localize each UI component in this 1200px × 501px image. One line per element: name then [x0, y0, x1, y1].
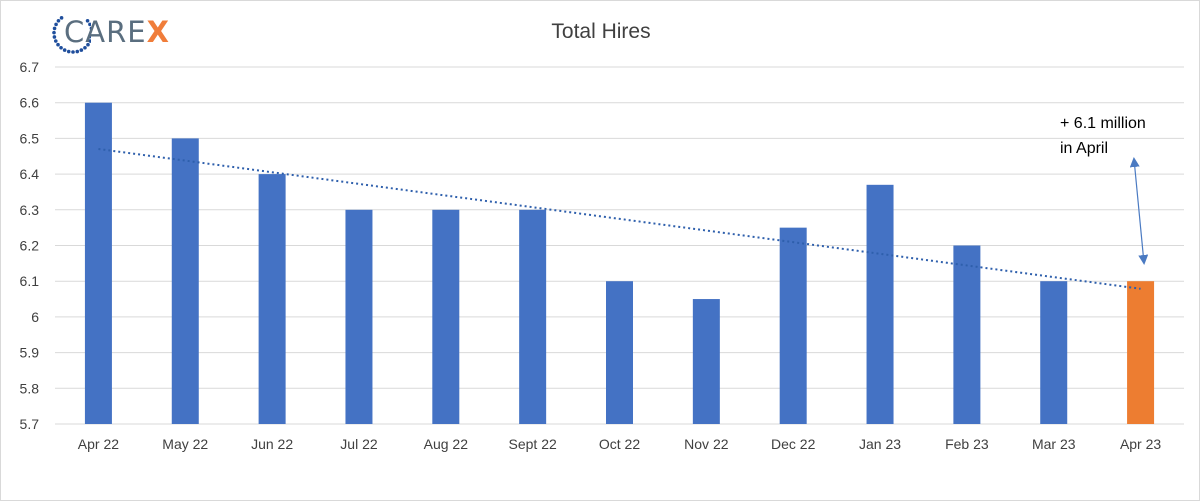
- x-tick-label: Aug 22: [424, 436, 469, 452]
- annotation-arrow-group: [1129, 157, 1149, 265]
- x-tick-label: Oct 22: [599, 436, 640, 452]
- logo-ring-dot: [56, 18, 61, 23]
- bar: [171, 138, 199, 424]
- logo-ring-dot: [66, 49, 71, 54]
- logo-ring-dot: [88, 22, 91, 27]
- logo-brand-main: CARE: [64, 15, 147, 49]
- y-tick-label: 6.1: [20, 273, 40, 289]
- x-tick-label: Jan 23: [859, 436, 901, 452]
- logo-ring-dot: [83, 45, 87, 50]
- x-tick-label: May 22: [162, 436, 208, 452]
- logo-text: CAREX: [64, 15, 170, 49]
- y-tick-label: 6.5: [20, 130, 40, 146]
- annotation-line-1: + 6.1 million: [1060, 115, 1146, 132]
- logo-ring-dot: [59, 45, 63, 50]
- logo-ring-dot: [52, 30, 56, 35]
- bar: [258, 174, 286, 424]
- annotation-arrow: [1129, 157, 1149, 265]
- bar: [345, 209, 373, 424]
- x-tick-label: Sept 22: [509, 436, 557, 452]
- bar: [692, 299, 720, 424]
- logo-ring-dot: [90, 31, 91, 35]
- bar: [953, 245, 981, 424]
- y-tick-label: 5.9: [20, 345, 40, 361]
- x-axis-ticks: Apr 22 May 22 Jun 22 Jul 22 Aug 22 Sept 22 Oct…: [78, 436, 1162, 452]
- bar: [84, 102, 112, 424]
- bar: [779, 227, 807, 424]
- x-tick-label: Apr 23: [1120, 436, 1161, 452]
- trendline-group: [98, 147, 1141, 290]
- logo-ring-dot: [59, 16, 64, 20]
- y-axis-ticks: 5.7 5.8 5.9 6 6.1 6.2 6.3 6.4 6.5 6.6 6.7: [20, 59, 40, 432]
- chart-title: Total Hires: [551, 20, 651, 43]
- bar: [866, 184, 894, 424]
- logo-ring-dot: [89, 26, 91, 31]
- logo-ring-dot: [71, 50, 75, 54]
- annotation-line-2: in April: [1060, 140, 1109, 157]
- y-tick-label: 6.4: [20, 166, 40, 182]
- logo-ring-dot: [52, 35, 57, 39]
- logo-ring-dot: [79, 48, 84, 52]
- carex-logo: CAREX: [51, 7, 171, 59]
- x-tick-label: Apr 22: [78, 436, 119, 452]
- x-tick-label: Nov 22: [684, 436, 729, 452]
- logo-ring-dot: [62, 48, 67, 52]
- bar: [1127, 281, 1155, 424]
- logo-ring-dot: [88, 39, 91, 43]
- logo-ring-dot: [54, 22, 58, 27]
- annotation-text: + 6.1 million in April: [1060, 111, 1146, 161]
- x-tick-label: Jun 22: [251, 436, 293, 452]
- bar: [432, 209, 460, 424]
- logo-ring-dot: [89, 35, 91, 39]
- logo-ring-dot: [56, 42, 60, 47]
- logo-ring-dot: [85, 18, 90, 23]
- x-tick-label: Mar 23: [1032, 436, 1076, 452]
- logo-ring-dot: [52, 26, 57, 31]
- logo-ring-dot: [75, 49, 80, 54]
- y-tick-label: 6.2: [20, 238, 40, 254]
- logo-ring-dot: [53, 39, 58, 43]
- bars: [84, 102, 1155, 424]
- y-tick-label: 6: [31, 309, 39, 325]
- bar: [606, 281, 633, 424]
- trendline: [98, 147, 1141, 290]
- y-tick-label: 5.8: [20, 380, 40, 396]
- y-tick-label: 6.7: [20, 59, 40, 75]
- x-tick-label: Feb 23: [945, 436, 989, 452]
- y-tick-label: 5.7: [20, 416, 40, 432]
- x-tick-label: Dec 22: [771, 436, 816, 452]
- y-tick-label: 6.6: [20, 95, 40, 111]
- logo-ring-icon: [52, 16, 91, 54]
- logo-ring-dot: [86, 42, 90, 47]
- logo-brand-accent: X: [146, 15, 170, 49]
- bar: [519, 209, 547, 424]
- y-tick-label: 6.3: [20, 202, 40, 218]
- bar: [1040, 281, 1068, 424]
- x-tick-label: Jul 22: [340, 436, 378, 452]
